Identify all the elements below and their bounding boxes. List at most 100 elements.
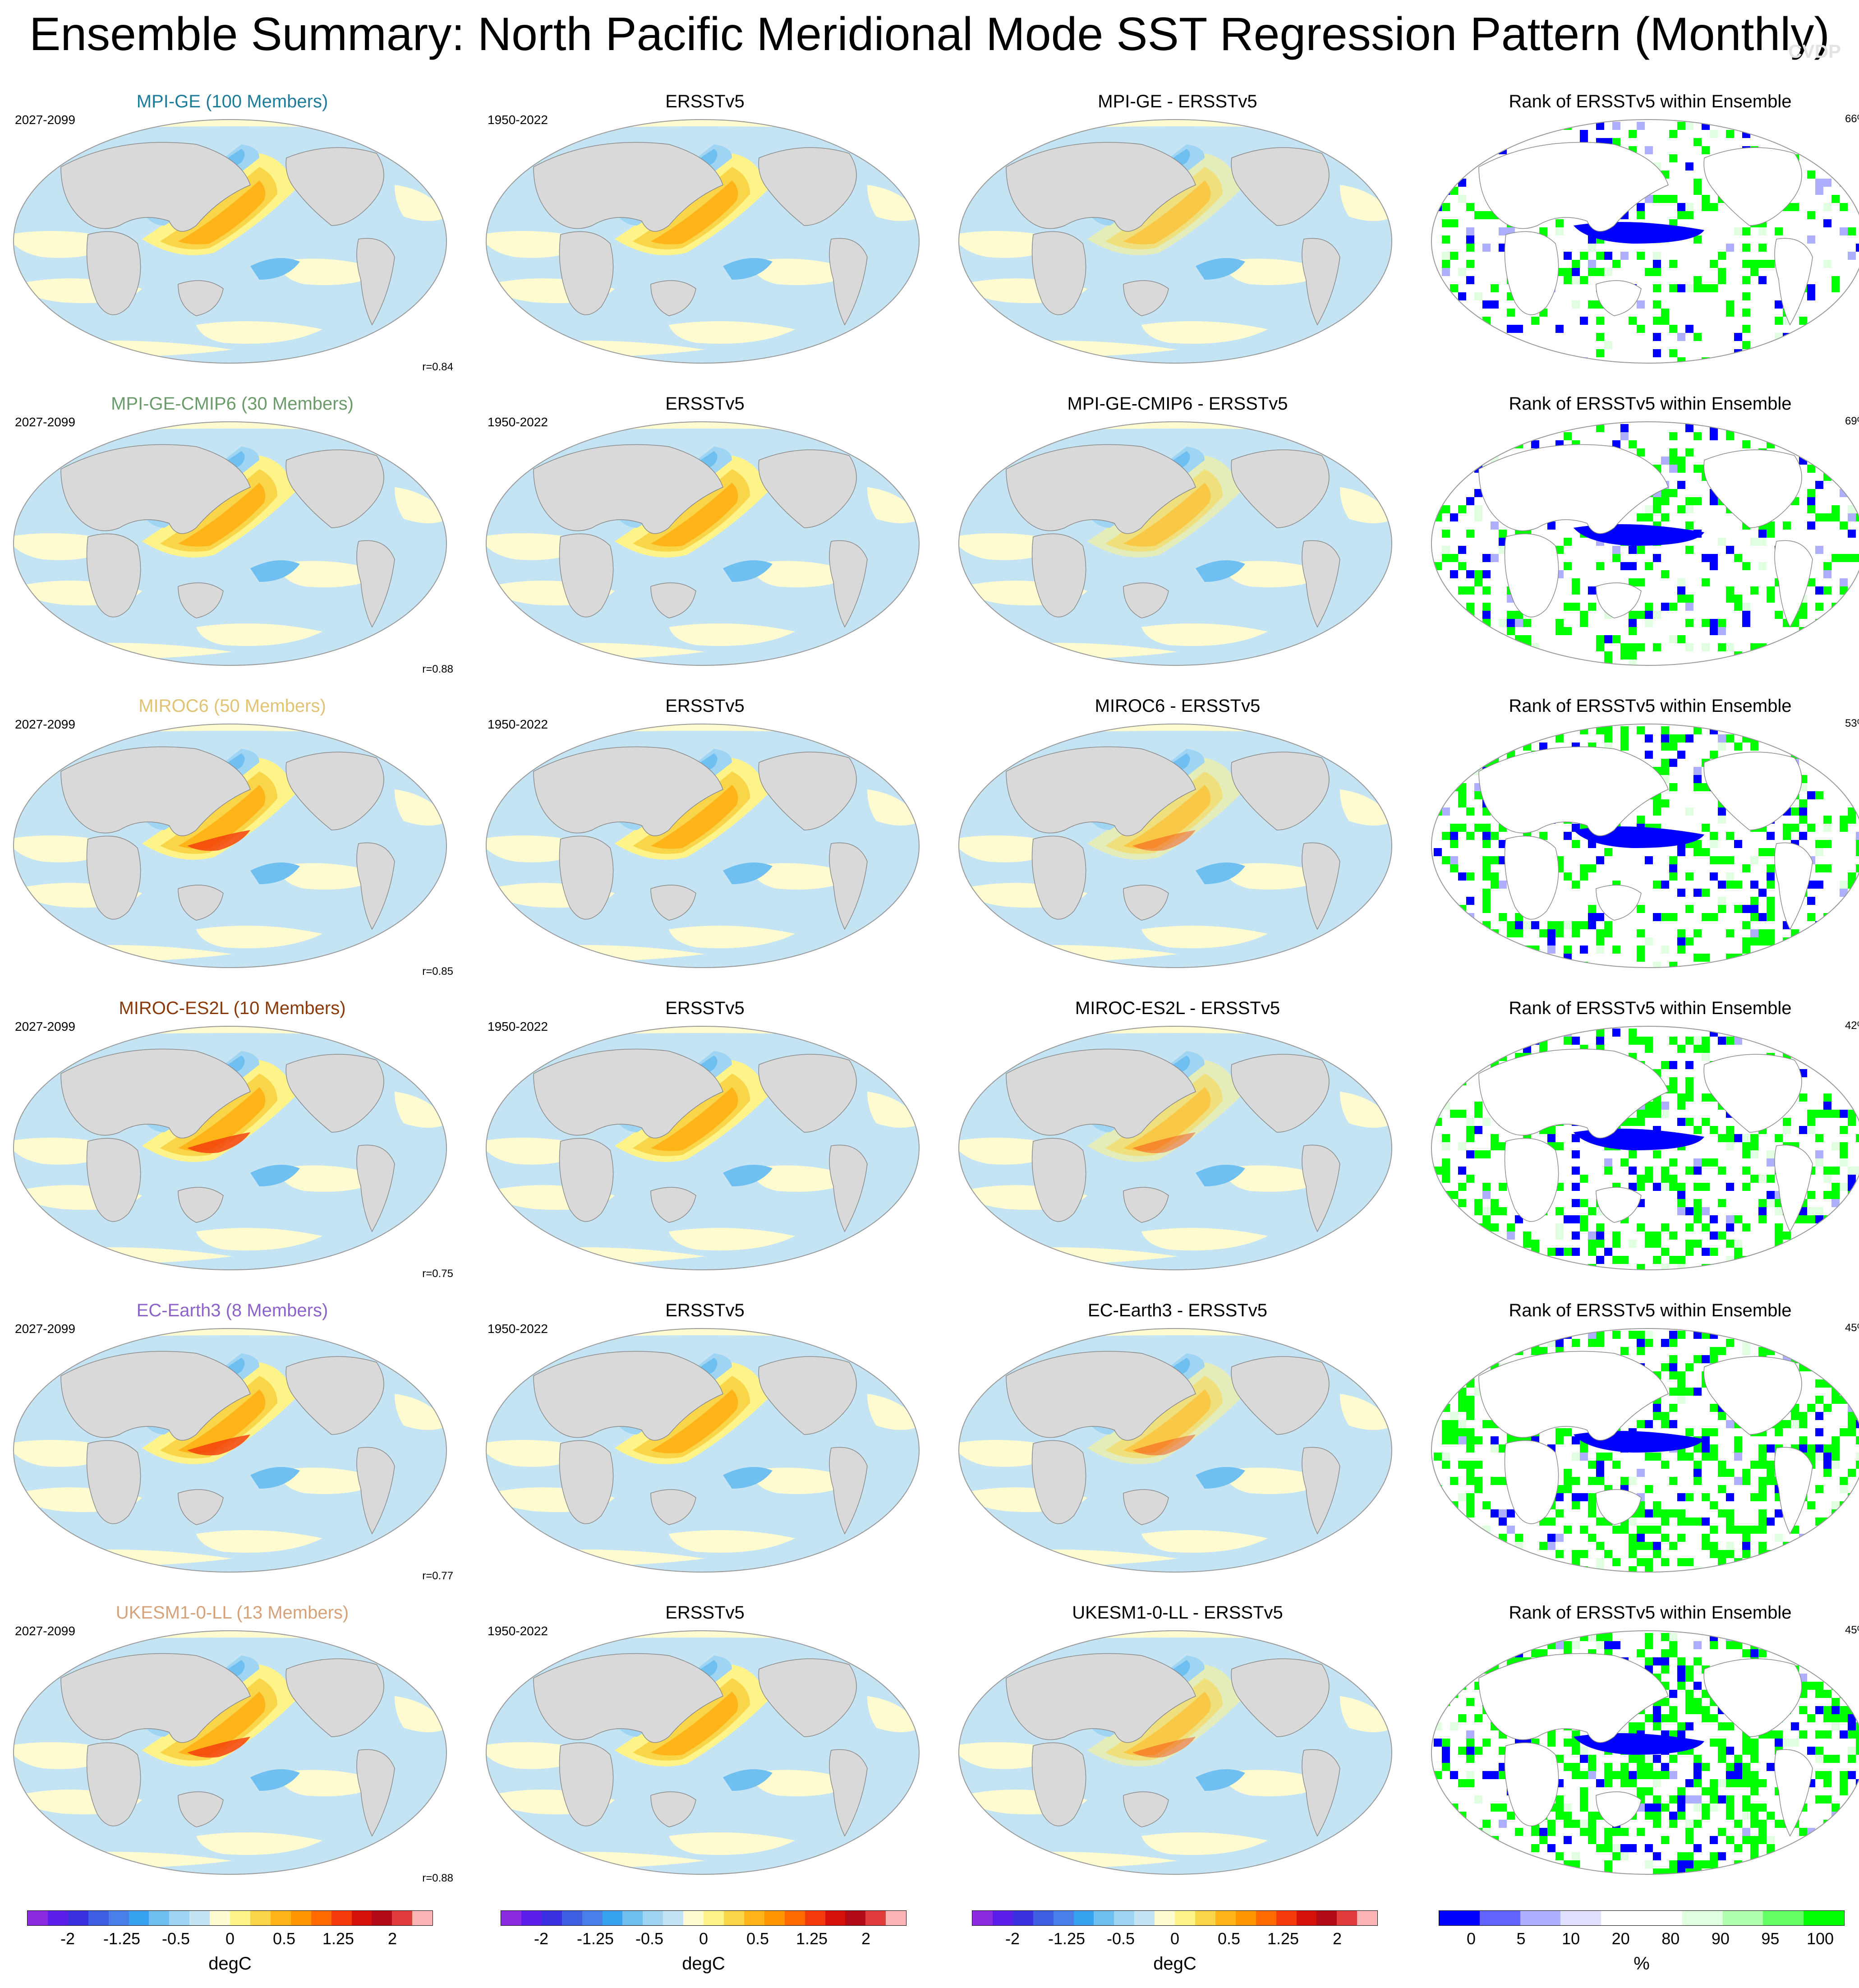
rank-map <box>1431 119 1859 364</box>
colorbar-swatch <box>1175 1911 1195 1925</box>
colorbar-tick-label: 0.5 <box>272 1929 296 1948</box>
obs-years-label: 1950-2022 <box>488 1624 548 1638</box>
colorbar-tick-label: 1.25 <box>322 1929 354 1948</box>
colorbar-swatch <box>210 1911 230 1925</box>
colorbar-swatch <box>1053 1911 1074 1925</box>
colorbar-swatch <box>169 1911 190 1925</box>
pattern-correlation-label: r=0.77 <box>422 1570 453 1582</box>
colorbar-tick-label: 20 <box>1611 1929 1630 1948</box>
model-years-label: 2027-2099 <box>15 415 75 429</box>
rank-percent-label: 45% <box>1845 1624 1859 1636</box>
panel-title: Rank of ERSSTv5 within Ensemble <box>1509 1301 1792 1320</box>
colorbar-swatch <box>582 1911 603 1925</box>
colorbar-tick-label: 5 <box>1516 1929 1526 1948</box>
colorbar-swatch <box>1479 1911 1520 1925</box>
colorbar-swatch <box>1763 1911 1804 1925</box>
panel-title: MPI-GE (100 Members) <box>136 92 328 111</box>
model-years-label: 2027-2099 <box>15 1019 75 1033</box>
sst-map <box>13 724 447 968</box>
panel-title: MPI-GE-CMIP6 (30 Members) <box>111 394 354 414</box>
colorbar-swatch <box>1073 1911 1094 1925</box>
panel-diff-row-6: UKESM1-0-LL - ERSSTv5 <box>952 1601 1403 1899</box>
colorbar-swatch <box>1641 1911 1682 1925</box>
pattern-correlation-label: r=0.75 <box>422 1268 453 1280</box>
colorbar-swatch <box>723 1911 744 1925</box>
sst-map <box>958 724 1392 968</box>
sst-map <box>958 1026 1392 1270</box>
rank-map <box>1431 1026 1859 1270</box>
sst-map <box>958 119 1392 364</box>
colorbar-tick-label: 0 <box>699 1929 709 1948</box>
colorbar-swatch <box>1033 1911 1054 1925</box>
colorbar-swatch <box>47 1911 68 1925</box>
panel-obs-row-4: ERSSTv5 1950-2022 <box>479 997 930 1295</box>
colorbar-swatch <box>1094 1911 1114 1925</box>
colorbar-swatch <box>972 1911 993 1925</box>
cvdp-logo: CVDP <box>1788 41 1841 62</box>
panel-obs-row-6: ERSSTv5 1950-2022 <box>479 1601 930 1899</box>
colorbar-swatch <box>392 1911 413 1925</box>
pattern-correlation-label: r=0.84 <box>422 361 453 373</box>
colorbar-tick-label: 2 <box>861 1929 871 1948</box>
colorbar-swatch <box>412 1911 433 1925</box>
colorbar-swatch <box>663 1911 684 1925</box>
colorbar-tick-label: -2 <box>534 1929 549 1948</box>
sst-map <box>486 724 920 968</box>
colorbar-swatch <box>129 1911 149 1925</box>
panel-rank-row-6: Rank of ERSSTv5 within Ensemble 45% <box>1425 1601 1859 1899</box>
sst-map <box>486 1630 920 1875</box>
colorbar-swatch <box>825 1911 846 1925</box>
panel-title: MPI-GE - ERSSTv5 <box>1098 92 1257 111</box>
colorbar-units-label: % <box>1634 1954 1650 1974</box>
colorbar-swatch <box>250 1911 271 1925</box>
colorbar-tick-label: 0.5 <box>746 1929 769 1948</box>
colorbar-tick-label: 0 <box>225 1929 235 1948</box>
colorbar-swatch <box>68 1911 88 1925</box>
obs-years-label: 1950-2022 <box>488 1322 548 1336</box>
colorbar-swatch <box>1296 1911 1317 1925</box>
colorbar-tick-label: -2 <box>60 1929 75 1948</box>
rank-map <box>1431 421 1859 666</box>
model-years-label: 2027-2099 <box>15 717 75 731</box>
colorbar-tick-label: 1.25 <box>1267 1929 1299 1948</box>
colorbar-swatch <box>1337 1911 1357 1925</box>
panel-rank-row-3: Rank of ERSSTv5 within Ensemble 53% <box>1425 695 1859 992</box>
colorbar-swatch <box>602 1911 623 1925</box>
panel-model-row-2: MPI-GE-CMIP6 (30 Members) 2027-2099 r=0.88 <box>7 392 458 690</box>
model-years-label: 2027-2099 <box>15 1322 75 1336</box>
colorbar-swatch <box>1195 1911 1215 1925</box>
panel-diff-row-2: MPI-GE-CMIP6 - ERSSTv5 <box>952 392 1403 690</box>
model-years-label: 2027-2099 <box>15 113 75 127</box>
colorbar-swatch <box>1215 1911 1236 1925</box>
panel-title: Rank of ERSSTv5 within Ensemble <box>1509 1603 1792 1623</box>
rank-map <box>1431 1328 1859 1573</box>
rank-colorbar: 0 5 10 20 80 90 95 100% <box>1439 1910 1845 1983</box>
panel-title: ERSSTv5 <box>665 1603 745 1623</box>
panel-title: MPI-GE-CMIP6 - ERSSTv5 <box>1067 394 1288 414</box>
panel-rank-row-1: Rank of ERSSTv5 within Ensemble 66% <box>1425 90 1859 388</box>
colorbar-swatch <box>1439 1911 1480 1925</box>
colorbar-tick-label: -1.25 <box>1048 1929 1086 1948</box>
colorbar-swatch <box>683 1911 704 1925</box>
panel-title: MIROC6 (50 Members) <box>138 696 326 716</box>
sst-map <box>486 119 920 364</box>
panel-title: Rank of ERSSTv5 within Ensemble <box>1509 92 1792 111</box>
colorbar-units-label: degC <box>208 1954 252 1974</box>
sst-map <box>13 1026 447 1270</box>
panel-title: Rank of ERSSTv5 within Ensemble <box>1509 696 1792 716</box>
sst-map <box>486 1328 920 1573</box>
colorbar-swatch <box>886 1911 906 1925</box>
panel-title: Rank of ERSSTv5 within Ensemble <box>1509 394 1792 414</box>
colorbar-swatch <box>1276 1911 1297 1925</box>
page-title: Ensemble Summary: North Pacific Meridion… <box>29 8 1830 60</box>
colorbar-swatch <box>290 1911 311 1925</box>
panel-rank-row-2: Rank of ERSSTv5 within Ensemble 69% <box>1425 392 1859 690</box>
colorbar-swatch <box>28 1911 48 1925</box>
colorbar-swatch <box>1682 1911 1723 1925</box>
colorbar-boxes <box>972 1910 1378 1926</box>
colorbar-swatch <box>805 1911 825 1925</box>
rank-percent-label: 42% <box>1845 1019 1859 1032</box>
sst-map <box>958 421 1392 666</box>
panel-model-row-6: UKESM1-0-LL (13 Members) 2027-2099 r=0.88 <box>7 1601 458 1899</box>
panel-title: MIROC6 - ERSSTv5 <box>1095 696 1261 716</box>
